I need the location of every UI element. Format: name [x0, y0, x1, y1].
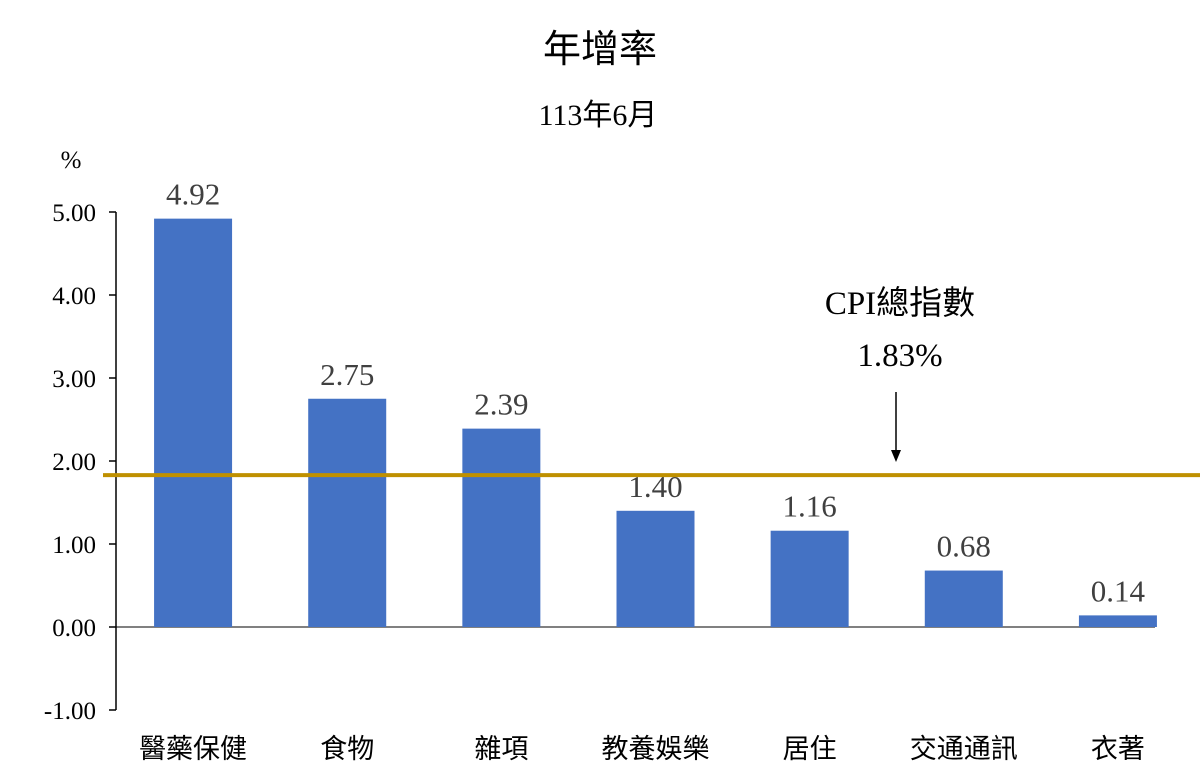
category-label: 居住 — [783, 734, 837, 764]
data-label: 2.39 — [474, 387, 528, 422]
category-label: 衣著 — [1091, 734, 1145, 764]
y-tick-label: 1.00 — [52, 532, 96, 559]
bar — [770, 530, 849, 627]
category-label: 食物 — [320, 734, 374, 764]
cpi-annotation-arrow-head — [891, 450, 901, 462]
cpi-annotation-value: 1.83% — [857, 338, 942, 374]
y-tick-label: 5.00 — [52, 200, 96, 227]
y-tick-label: 4.00 — [52, 283, 96, 310]
category-label: 教養娛樂 — [602, 734, 710, 764]
category-label: 雜項 — [474, 734, 528, 764]
bars-group — [154, 218, 1157, 627]
bar — [308, 398, 387, 627]
y-tick-label: 0.00 — [52, 615, 96, 642]
data-labels-group: 4.922.752.391.401.160.680.14 — [166, 177, 1146, 609]
bar — [462, 428, 541, 627]
data-label: 1.16 — [783, 489, 837, 524]
y-tick-label: 2.00 — [52, 449, 96, 476]
data-label: 0.14 — [1091, 573, 1146, 608]
data-label: 0.68 — [937, 529, 991, 564]
bar — [616, 510, 695, 627]
bar — [924, 570, 1003, 627]
bar — [154, 218, 233, 627]
y-axis-unit: % — [61, 147, 82, 174]
category-label: 醫藥保健 — [139, 734, 247, 764]
category-label: 交通通訊 — [910, 734, 1018, 764]
y-tick-label: -1.00 — [44, 698, 96, 725]
data-label: 2.75 — [320, 357, 374, 392]
category-labels-group: 醫藥保健 食物 雜項 教養娛樂 居住 交通通訊 衣著 — [139, 734, 1145, 764]
chart-title: 年增率 — [543, 29, 657, 71]
bar — [1078, 615, 1157, 627]
data-label: 4.92 — [166, 177, 220, 212]
chart-subtitle: 113年6月 — [539, 99, 658, 132]
y-tick-label: 3.00 — [52, 366, 96, 393]
cpi-annotation-title: CPI總指數 — [825, 285, 975, 322]
